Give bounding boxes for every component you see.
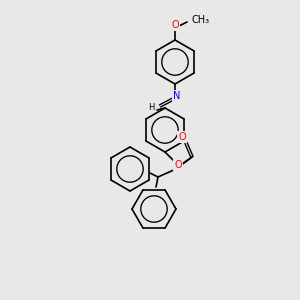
Text: O: O xyxy=(178,132,186,142)
Text: N: N xyxy=(173,91,181,101)
Text: O: O xyxy=(171,20,179,30)
Text: O: O xyxy=(174,160,182,170)
Text: H: H xyxy=(148,103,154,112)
Text: CH₃: CH₃ xyxy=(191,15,209,25)
